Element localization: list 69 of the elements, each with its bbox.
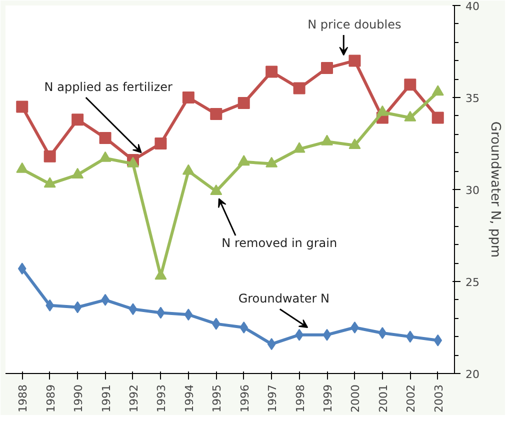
point bbox=[182, 92, 194, 104]
point bbox=[154, 138, 167, 150]
x-tick-label: 2000 bbox=[349, 384, 362, 412]
x-tick-label: 1991 bbox=[100, 384, 113, 412]
point bbox=[46, 299, 54, 312]
x-tick-label: 1997 bbox=[266, 384, 280, 412]
point bbox=[378, 327, 387, 340]
point bbox=[238, 155, 250, 166]
point bbox=[210, 108, 222, 120]
x-tick-label: 1996 bbox=[238, 384, 252, 412]
x-tick-label: 1992 bbox=[127, 384, 140, 412]
point bbox=[432, 85, 444, 96]
x-tick-label: 1988 bbox=[16, 384, 30, 412]
point bbox=[266, 156, 278, 168]
text: N removed in grain bbox=[222, 236, 338, 250]
point bbox=[126, 156, 139, 168]
point bbox=[406, 330, 414, 343]
series-label: Groundwater N bbox=[238, 291, 330, 306]
point bbox=[348, 138, 361, 150]
point bbox=[16, 100, 28, 113]
point bbox=[293, 142, 306, 153]
point bbox=[44, 177, 56, 188]
point bbox=[267, 338, 276, 350]
point bbox=[72, 114, 84, 126]
point bbox=[350, 322, 359, 334]
x-tick-label: 2001 bbox=[376, 384, 390, 412]
x-tick-label: 1994 bbox=[182, 384, 196, 412]
point bbox=[154, 269, 167, 280]
point bbox=[73, 301, 82, 314]
point bbox=[212, 318, 220, 330]
point bbox=[404, 110, 416, 122]
point bbox=[322, 328, 332, 341]
point bbox=[240, 322, 248, 334]
point bbox=[72, 168, 84, 178]
point bbox=[434, 334, 442, 346]
x-tick-label: 2002 bbox=[404, 384, 418, 412]
point bbox=[182, 164, 194, 175]
point bbox=[348, 54, 361, 67]
x-tick-label: 1998 bbox=[294, 384, 307, 412]
y-tick-label: 20 bbox=[466, 368, 480, 381]
point bbox=[99, 132, 112, 144]
point bbox=[128, 303, 138, 316]
point bbox=[321, 62, 334, 74]
x-tick-label: 1989 bbox=[44, 384, 58, 412]
annotation: N price doubles bbox=[308, 17, 402, 32]
y-tick-label: 40 bbox=[466, 0, 480, 13]
point bbox=[376, 105, 388, 116]
y-axis-title: Groundwater N, ppm bbox=[487, 121, 502, 258]
x-tick-label: 1993 bbox=[155, 384, 168, 412]
point bbox=[184, 308, 193, 321]
y-tick-label: 30 bbox=[466, 184, 480, 197]
point bbox=[293, 82, 306, 94]
x-tick-label: 2003 bbox=[432, 384, 446, 412]
point bbox=[18, 262, 26, 275]
point bbox=[238, 97, 250, 110]
y-tick-label: 25 bbox=[466, 276, 480, 289]
point bbox=[404, 78, 416, 91]
y-tick-label: 35 bbox=[466, 92, 480, 105]
point bbox=[16, 162, 28, 173]
series-label: N applied as fertilizer bbox=[44, 80, 173, 94]
point bbox=[432, 112, 444, 124]
point bbox=[321, 134, 334, 146]
x-tick-label: 1995 bbox=[210, 384, 224, 412]
x-tick-label: 1990 bbox=[72, 384, 86, 412]
point bbox=[44, 150, 56, 162]
point bbox=[99, 151, 112, 162]
x-tick-label: 1999 bbox=[322, 384, 335, 412]
point bbox=[266, 66, 278, 78]
point bbox=[210, 184, 222, 196]
